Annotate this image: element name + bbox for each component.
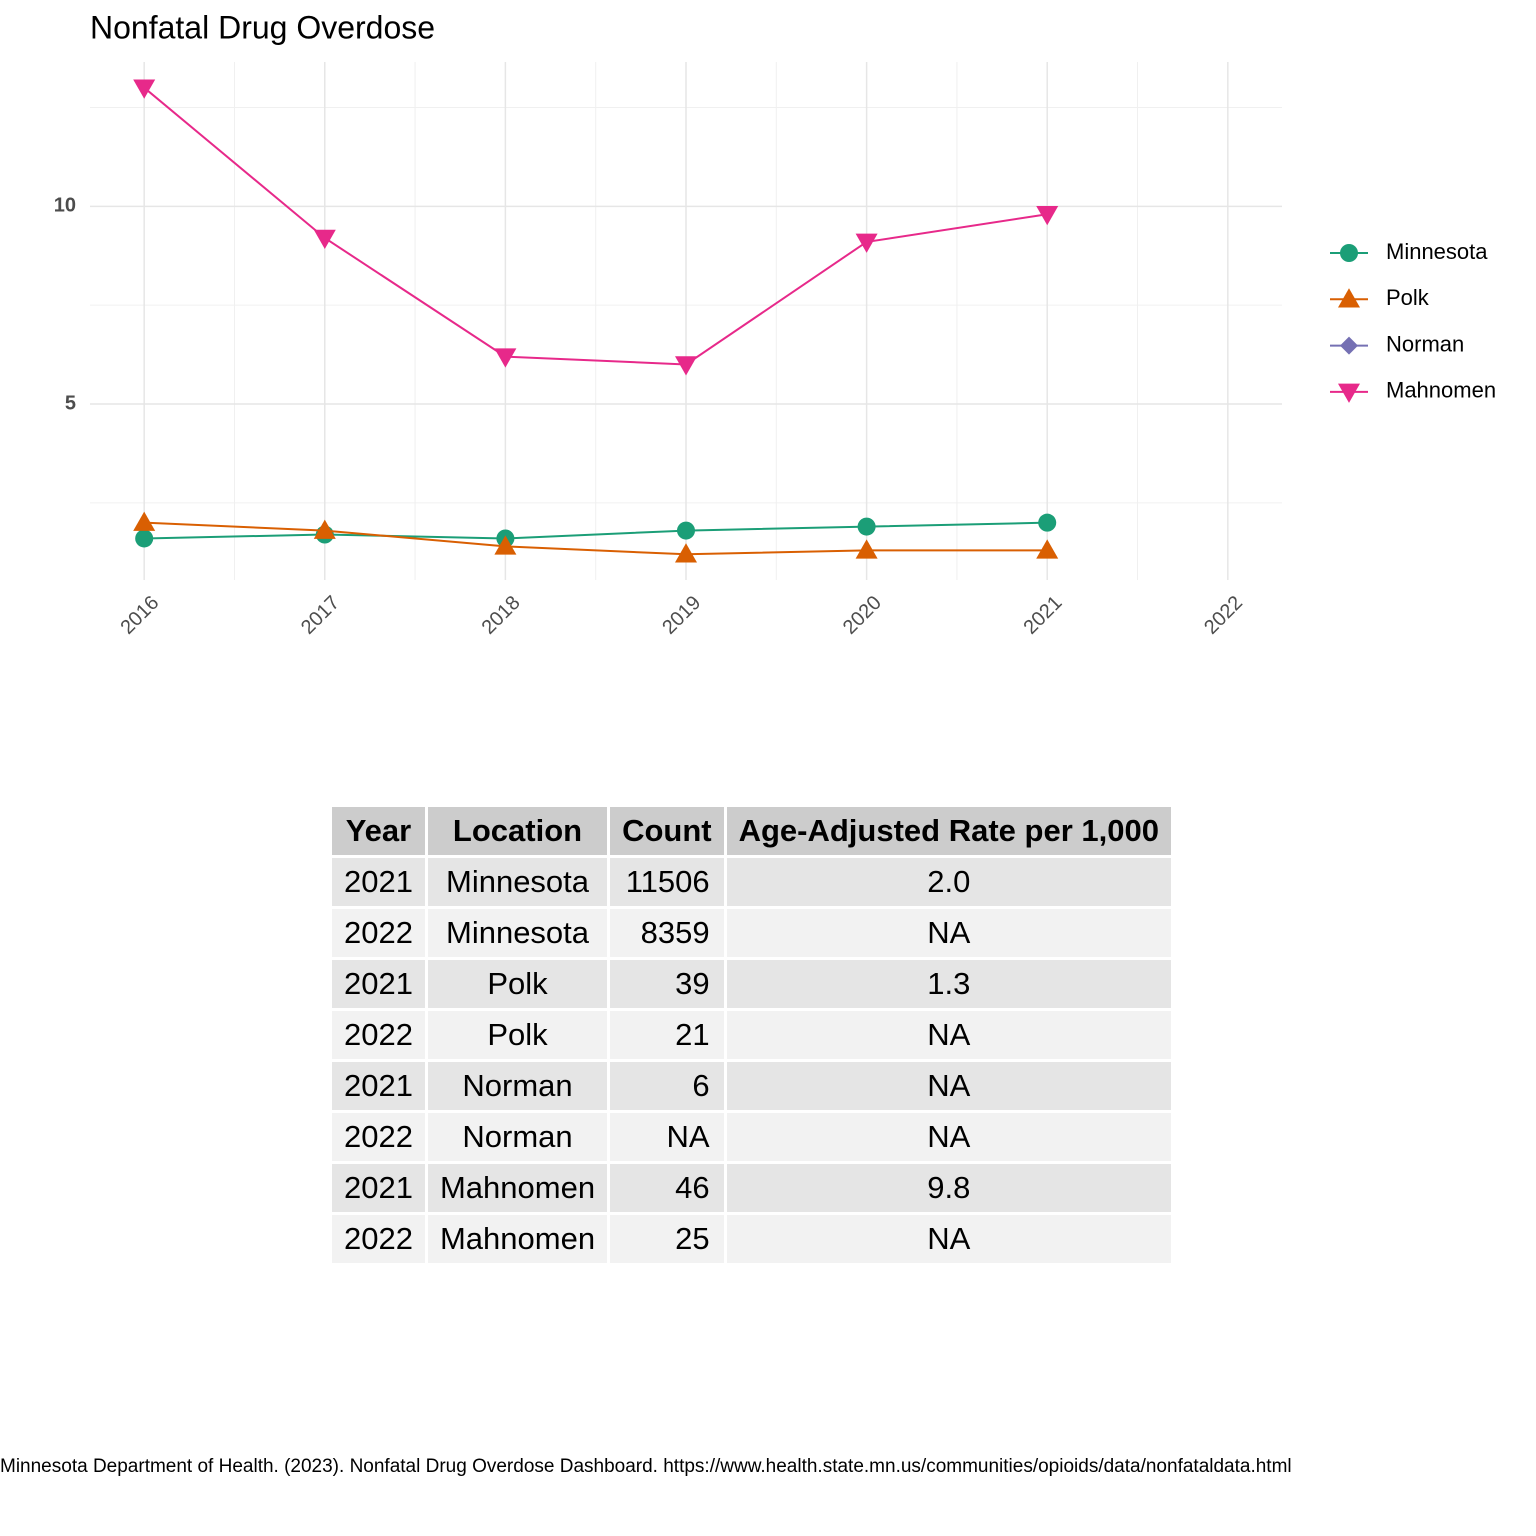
table-row: 2021 Minnesota 11506 2.0 (329, 855, 1174, 909)
table-cell: Mahnomen (424, 1161, 611, 1215)
point (855, 539, 878, 559)
header-cell: Count (607, 804, 727, 858)
table-cell: NA (723, 1008, 1174, 1062)
header-row: Year Location Count Age-Adjusted Rate per 1… (329, 804, 1174, 858)
table-cell: 2022 (329, 1212, 428, 1266)
y-tick-label: 10 (54, 195, 76, 217)
x-tick-label: 2018 (478, 592, 525, 639)
table-cell: 2022 (329, 1110, 428, 1164)
table-cell: 2022 (329, 906, 428, 960)
point (1038, 513, 1057, 532)
x-tick-label: 2017 (297, 592, 344, 639)
legend-marker (1340, 244, 1358, 262)
table-row: 2022 Polk 21 NA (329, 1008, 1174, 1062)
point (494, 348, 517, 368)
x-tick-label: 2022 (1200, 592, 1247, 639)
point (855, 233, 878, 253)
table-cell: NA (723, 1212, 1174, 1266)
table-row: 2022 Minnesota 8359 NA (329, 906, 1174, 960)
table-cell: 8359 (607, 906, 727, 960)
legend-marker (1340, 336, 1358, 355)
point (133, 511, 156, 531)
table-cell: NA (723, 906, 1174, 960)
table-cell: 46 (607, 1161, 727, 1215)
table-cell: 9.8 (723, 1161, 1174, 1215)
source-note: Minnesota Department of Health. (2023). … (0, 1456, 1292, 1477)
table-cell: 21 (607, 1008, 727, 1062)
table-cell: 11506 (607, 855, 727, 909)
table-cell: NA (723, 1059, 1174, 1113)
table-cell: 2021 (329, 855, 428, 909)
table-cell: Polk (424, 1008, 611, 1062)
table-cell: 2021 (329, 1059, 428, 1113)
table-cell: Minnesota (424, 906, 611, 960)
series-line (143, 86, 1048, 366)
point (1036, 539, 1059, 559)
point (1036, 205, 1059, 226)
table-row: 2022 Norman NA NA (329, 1110, 1174, 1164)
x-tick-label: 2020 (839, 592, 886, 639)
legend-label: Mahnomen (1386, 378, 1496, 403)
table-cell: Norman (424, 1110, 611, 1164)
series-line (144, 521, 1048, 556)
chart: Nonfatal Drug Overdose 5 10 2016 2017 2018 20… (54, 9, 1496, 639)
point (133, 79, 156, 99)
point (494, 535, 517, 555)
table-row: 2021 Polk 39 1.3 (329, 957, 1174, 1011)
legend-marker (1338, 383, 1360, 403)
x-tick-label: 2021 (1019, 592, 1066, 639)
legend-label: Norman (1386, 331, 1464, 356)
point (313, 519, 336, 539)
legend-label: Polk (1386, 285, 1430, 310)
table-cell: Minnesota (424, 855, 611, 909)
table-cell: 1.3 (723, 957, 1174, 1011)
header-cell: Year (329, 804, 428, 858)
table-cell: 2021 (329, 1161, 428, 1215)
table-cell: NA (607, 1110, 727, 1164)
legend-marker (1338, 288, 1360, 308)
series-line (144, 521, 1048, 540)
table-cell: 6 (607, 1059, 727, 1113)
legend-label: Minnesota (1386, 239, 1488, 264)
table-cell: 2.0 (723, 855, 1174, 909)
x-tick-label: 2019 (658, 592, 705, 639)
table-row: 2021 Mahnomen 46 9.8 (329, 1161, 1174, 1215)
table-cell: Mahnomen (424, 1212, 611, 1266)
table-cell: 39 (607, 957, 727, 1011)
table-cell: 25 (607, 1212, 727, 1266)
point (857, 517, 876, 536)
y-tick-label: 5 (65, 392, 76, 414)
header-cell: Location (424, 804, 611, 858)
point (675, 356, 697, 376)
table-cell: Polk (424, 957, 611, 1011)
table-cell: 2022 (329, 1008, 428, 1062)
table-cell: Norman (424, 1059, 611, 1113)
table-row: 2021 Norman 6 NA (329, 1059, 1174, 1113)
point (313, 229, 336, 249)
chart-title: Nonfatal Drug Overdose (90, 9, 435, 45)
table-cell: 2021 (329, 957, 428, 1011)
point (675, 543, 697, 563)
point (677, 521, 695, 540)
header-cell: Age-Adjusted Rate per 1,000 (723, 804, 1174, 858)
point (135, 529, 154, 548)
x-tick-label: 2016 (116, 592, 163, 639)
table-row: 2022 Mahnomen 25 NA (329, 1212, 1174, 1266)
data-table: Year Location Count Age-Adjusted Rate per 1… (329, 804, 1174, 1266)
table-cell: NA (723, 1110, 1174, 1164)
